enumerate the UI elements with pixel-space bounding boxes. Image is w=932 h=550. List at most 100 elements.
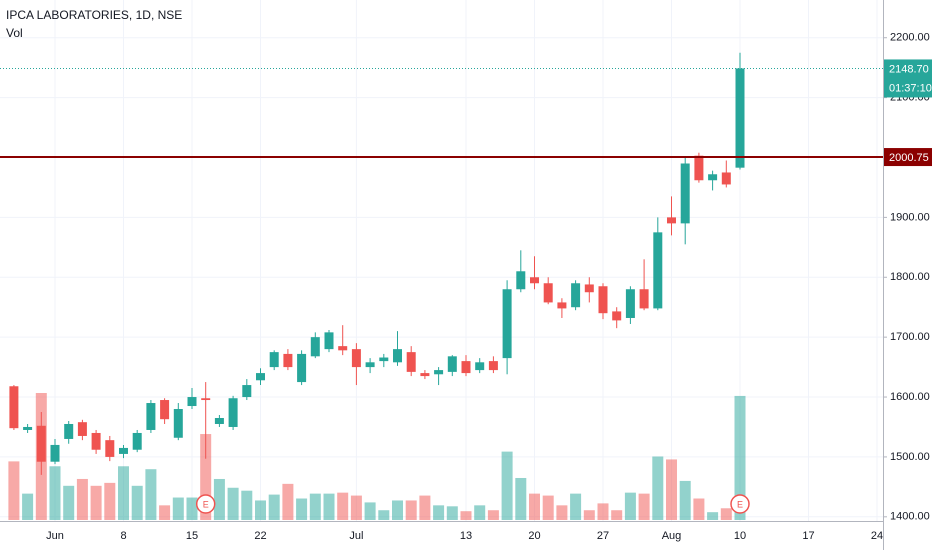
volume-bar [296, 498, 308, 520]
candle-body [475, 362, 485, 371]
volume-bar [282, 483, 294, 520]
candle-body [338, 346, 348, 351]
countdown-label: 01:37:10 [889, 82, 932, 94]
volume-bar [337, 492, 349, 520]
candle-body [461, 361, 471, 374]
candle-body [488, 361, 498, 371]
last-price-label: 2148.70 [889, 63, 929, 75]
volume-bar [364, 502, 376, 520]
volume-bar [8, 461, 20, 520]
candle-body [23, 426, 33, 430]
volume-bar [693, 498, 705, 520]
candle-body [9, 386, 19, 429]
candle-body [214, 417, 224, 424]
candle-body [324, 332, 334, 350]
candle-body [105, 440, 115, 457]
x-tick-label: 10 [734, 530, 746, 542]
last-price-bg [884, 59, 932, 98]
candle-body [146, 403, 156, 430]
candle-body [571, 283, 581, 308]
volume-bar [638, 493, 650, 520]
volume-bar [76, 478, 88, 520]
candle-body [735, 68, 745, 168]
volume-bar [679, 480, 691, 520]
y-tick-label: 1700.00 [890, 331, 930, 343]
candle-body [310, 337, 320, 357]
volume-bar [487, 510, 499, 520]
volume-bar [474, 505, 486, 520]
volume-bar [104, 482, 116, 520]
candle-body [598, 286, 608, 314]
candle-body [639, 289, 649, 309]
x-tick-label: 13 [460, 530, 472, 542]
volume-bar [515, 477, 527, 520]
x-tick-label: 24 [871, 530, 883, 542]
candle-body [584, 284, 594, 293]
candle-body [530, 277, 539, 284]
candles [9, 52, 745, 475]
candle-body [187, 397, 197, 407]
volume-bar [49, 466, 61, 520]
candle-body [516, 271, 526, 290]
volume-bar [597, 503, 609, 520]
x-tick-label: 20 [528, 530, 540, 542]
volume-bar [419, 495, 431, 520]
volume-bar [90, 485, 102, 520]
volume-bar [460, 511, 472, 520]
volume-bar [542, 495, 554, 520]
volume-bar [583, 510, 595, 520]
candle-body [694, 155, 704, 181]
candle-body [256, 373, 265, 381]
x-tick-label: 22 [254, 530, 266, 542]
candle-body [502, 289, 512, 359]
candle-body [667, 217, 676, 224]
volume-bar [200, 434, 212, 520]
level-label: 2000.75 [889, 152, 929, 164]
candle-body [173, 409, 183, 438]
volume-bar [378, 510, 390, 520]
volume-bar [405, 500, 417, 520]
candle-body [653, 232, 663, 309]
y-tick-label: 2200.00 [890, 32, 930, 44]
level-label-bg [884, 148, 932, 167]
candle-body [543, 283, 553, 303]
volume-bar [22, 493, 34, 520]
volume-bar [63, 485, 75, 520]
y-tick-label: 1600.00 [890, 391, 930, 403]
volume-bar [433, 505, 445, 520]
volume-bar [720, 508, 732, 520]
chart-title: IPCA LABORATORIES, 1D, NSE [6, 8, 182, 22]
candle-body [160, 400, 170, 420]
candle-body [420, 373, 430, 377]
candle-body [64, 423, 74, 439]
earnings-marker [730, 494, 750, 514]
candle-body [36, 425, 46, 462]
volume-bar [241, 490, 253, 520]
volume-bar [118, 466, 129, 520]
candle-body [721, 172, 731, 185]
candle-body [612, 311, 622, 321]
y-tick-label: 1400.00 [890, 511, 930, 523]
candle-body [91, 432, 101, 450]
candle-body [680, 163, 690, 224]
volume-bar [611, 510, 623, 520]
volume-bar [323, 493, 335, 520]
candle-body [201, 398, 211, 401]
candle-body [434, 370, 444, 375]
candle-body [708, 174, 718, 181]
volume-bar [652, 456, 664, 520]
candle-body [119, 447, 128, 454]
earnings-label: E [203, 499, 209, 509]
volume-bar [570, 493, 582, 520]
volume-bar [255, 500, 266, 520]
candle-body [557, 302, 567, 309]
candle-body [351, 349, 361, 368]
x-tick-label: Aug [662, 530, 682, 542]
volume-bar [734, 395, 746, 520]
earnings-label: E [737, 499, 743, 509]
axes: 1400.00 1500.00 1600.00 1700.00 1800.00 1900.… [46, 32, 932, 542]
volume-bar [556, 505, 568, 520]
candle-body [50, 444, 60, 462]
